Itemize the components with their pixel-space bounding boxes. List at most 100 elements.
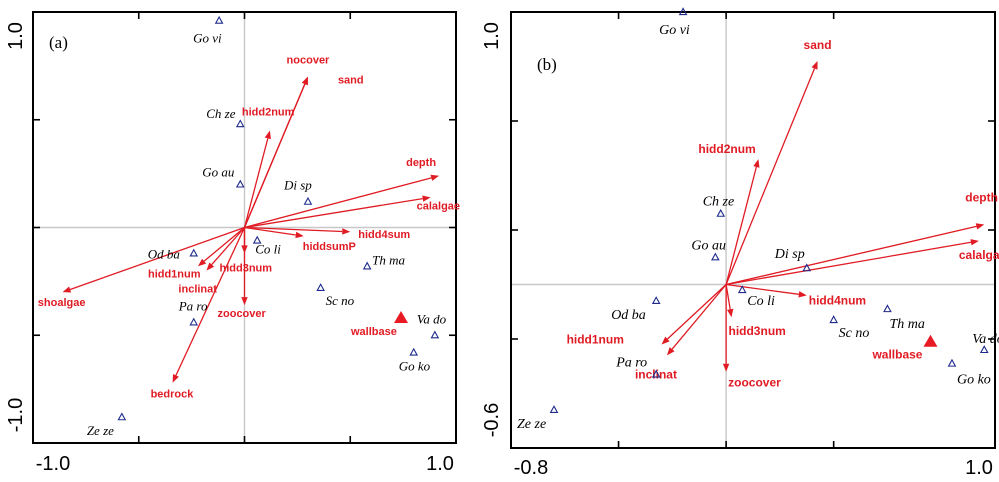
- panel-b-site-marker-go-vi: [678, 7, 688, 16]
- panel-a-site-label-ze-ze: Ze ze: [87, 423, 114, 438]
- panel-a-site-marker-go-vi: [214, 15, 224, 24]
- panel-b-site-label-sc-no: Sc no: [839, 326, 870, 341]
- panel-a-site-label-go-ko: Go ko: [399, 358, 431, 373]
- panel-a-arrowhead-depth: [430, 174, 440, 181]
- panel-a-vector-hidd2num: [243, 138, 269, 228]
- panel-a-arrowhead-sand: [301, 76, 308, 86]
- panel-a-site-label-va-do: Va do: [417, 311, 447, 326]
- panel-b-vector-hidd2num: [725, 166, 758, 285]
- panel-b-site-marker-od-ba: [651, 296, 661, 305]
- panel-b-vector-label-hidd2num: hidd2num: [698, 142, 755, 156]
- panel-b-vector-depth: [725, 225, 977, 286]
- panel-b-vector-hidd1num: [666, 284, 727, 340]
- panel-a-arrowhead-calalgae: [422, 195, 431, 202]
- panel-a-vector-label-depth: depth: [406, 157, 436, 169]
- panel-a-site-marker-co-li: [252, 235, 262, 244]
- panel-b-site-marker-di-sp: [802, 263, 812, 272]
- panel-b-site-marker-pa-ro: [651, 369, 661, 378]
- panel-a-ytick-label-bottom: -1.0: [5, 398, 27, 432]
- panel-b-vector-inclinat: [671, 284, 727, 350]
- panel-a-arrowhead-hiddsump: [295, 231, 304, 239]
- panel-a-vector-calalgae: [244, 197, 423, 229]
- panel-a-site-label-th-ma: Th ma: [372, 252, 405, 267]
- panel-b-site-label-va-do: Va do: [972, 332, 999, 347]
- panel-b-site-marker-va-do: [979, 345, 989, 354]
- panel-b-xtick-label-left: -0.8: [514, 457, 548, 479]
- panel-a-site-marker-di-sp: [303, 196, 313, 205]
- panel-b-site-marker-ch-ze: [716, 208, 726, 217]
- panel-b-vector-label-calalgae: calalgae: [959, 248, 999, 262]
- panel-b-vector-sand: [725, 68, 816, 285]
- panel-b-arrowhead-depth: [975, 223, 985, 230]
- panel-a-vector-shoalgae: [69, 226, 245, 291]
- panel-b-vector-label-hidd1num: hidd1num: [567, 332, 624, 346]
- panel-b-site-label-co-li: Co li: [747, 294, 775, 309]
- panel-b-site-label-th-ma: Th ma: [889, 317, 924, 332]
- panel-b-vector-label-inclinat: inclinat: [635, 367, 677, 381]
- panel-b-arrowhead-sand: [811, 61, 818, 70]
- panel-a-site-marker-va-do: [430, 330, 440, 339]
- panel-b-site-label-go-au: Go au: [691, 238, 726, 253]
- panel-a-vector-label-nocover: nocover: [287, 55, 331, 67]
- panel-b-site-marker-go-au: [711, 252, 720, 261]
- panel-b-arrowhead-hidd4num: [798, 291, 807, 298]
- panel-a-vector-label-inclinat: inclinat: [178, 284, 217, 296]
- panel-a-site-marker-th-ma: [362, 261, 372, 270]
- panel-b-vector-label-hidd3num: hidd3num: [728, 324, 785, 338]
- panel-b-vector-label-sand: sand: [804, 38, 832, 52]
- panel-a-vector-label-hidd2num: hidd2num: [242, 107, 295, 119]
- panel-a-vector-label-hiddsump: hiddsumP: [303, 241, 356, 253]
- panel-a-supplementary-label: wallbase: [350, 326, 397, 338]
- panel-b-vector-label-hidd4num: hidd4num: [809, 293, 866, 307]
- panel-b-ytick-label-top: 1.0: [481, 22, 503, 50]
- panel-a-vector-label-calalgae: calalgae: [417, 200, 460, 212]
- panel-a-arrowhead-hidd2num: [264, 130, 271, 140]
- panel-b-arrowhead-calalgae: [970, 239, 979, 246]
- panel-b: 1.0 -0.6 -0.8 1.0 (b) sand hidd2num depth calalg…: [481, 7, 999, 479]
- panel-a-site-marker-go-ko: [409, 347, 419, 356]
- panel-b-vector-calalgae: [726, 241, 972, 286]
- panel-b-arrowhead-hidd1num: [661, 336, 670, 345]
- panel-a-ytick-label-top: 1.0: [5, 22, 27, 50]
- panel-a-vector-hidd1num: [203, 227, 245, 262]
- panel-a-supplementary-marker: [394, 311, 409, 324]
- panel-a-xtick-label-left: -1.0: [36, 453, 70, 475]
- panel-b-supplementary-marker: [923, 334, 938, 347]
- panel-b-site-label-ch-ze: Ch ze: [703, 195, 735, 210]
- panel-b-arrowhead-zoocover: [722, 363, 730, 372]
- panel-a-site-label-sc-no: Sc no: [326, 293, 355, 308]
- panel-a-label: (a): [49, 33, 68, 52]
- panel-a-site-label-od-ba: Od ba: [148, 246, 181, 261]
- panel-a-arrowhead-hidd4sum: [342, 228, 351, 235]
- panel-b-site-marker-co-li: [737, 285, 747, 294]
- panel-a-xtick-label-right: 1.0: [426, 453, 454, 475]
- panel-a: 1.0 -1.0 -1.0 1.0 (a) nocover sand hidd2num dept…: [5, 11, 460, 475]
- panel-b-site-marker-go-ko: [947, 358, 957, 367]
- panel-b-site-label-go-vi: Go vi: [659, 23, 690, 38]
- panel-a-arrowhead-inclinat: [206, 262, 215, 271]
- panel-b-arrowhead-hidd3num: [727, 308, 734, 318]
- panel-a-vector-label-shoalgae: shoalgae: [38, 297, 86, 309]
- panel-a-vector-label-bedrock: bedrock: [151, 389, 195, 401]
- panel-b-xtick-label-right: 1.0: [965, 457, 993, 479]
- panel-a-vector-sand: [243, 83, 306, 228]
- panel-b-site-label-od-ba: Od ba: [611, 308, 646, 323]
- panel-a-vector-hiddsump: [244, 226, 296, 236]
- panel-b-site-label-ze-ze: Ze ze: [517, 417, 546, 432]
- panel-a-site-marker-ch-ze: [235, 119, 245, 128]
- panel-b-vector-hidd3num: [725, 284, 731, 310]
- panel-b-vector-label-depth: depth: [965, 191, 998, 205]
- panel-a-site-marker-pa-ro: [189, 317, 199, 326]
- panel-a-arrowhead-zoocover: [241, 297, 248, 306]
- panel-a-vector-label-hidd4sum: hidd4sum: [358, 229, 410, 241]
- panel-b-arrowhead-inclinat: [666, 347, 675, 356]
- panel-a-site-label-go-au: Go au: [202, 164, 235, 179]
- panel-b-site-marker-th-ma: [883, 304, 892, 313]
- panel-a-vector-depth: [244, 177, 432, 229]
- panel-b-site-label-pa-ro: Pa ro: [615, 355, 647, 370]
- panel-a-site-label-pa-ro: Pa ro: [178, 298, 208, 313]
- panel-b-site-marker-sc-no: [829, 315, 838, 324]
- panel-a-site-marker-od-ba: [189, 248, 199, 257]
- panel-a-site-label-di-sp: Di sp: [283, 178, 312, 193]
